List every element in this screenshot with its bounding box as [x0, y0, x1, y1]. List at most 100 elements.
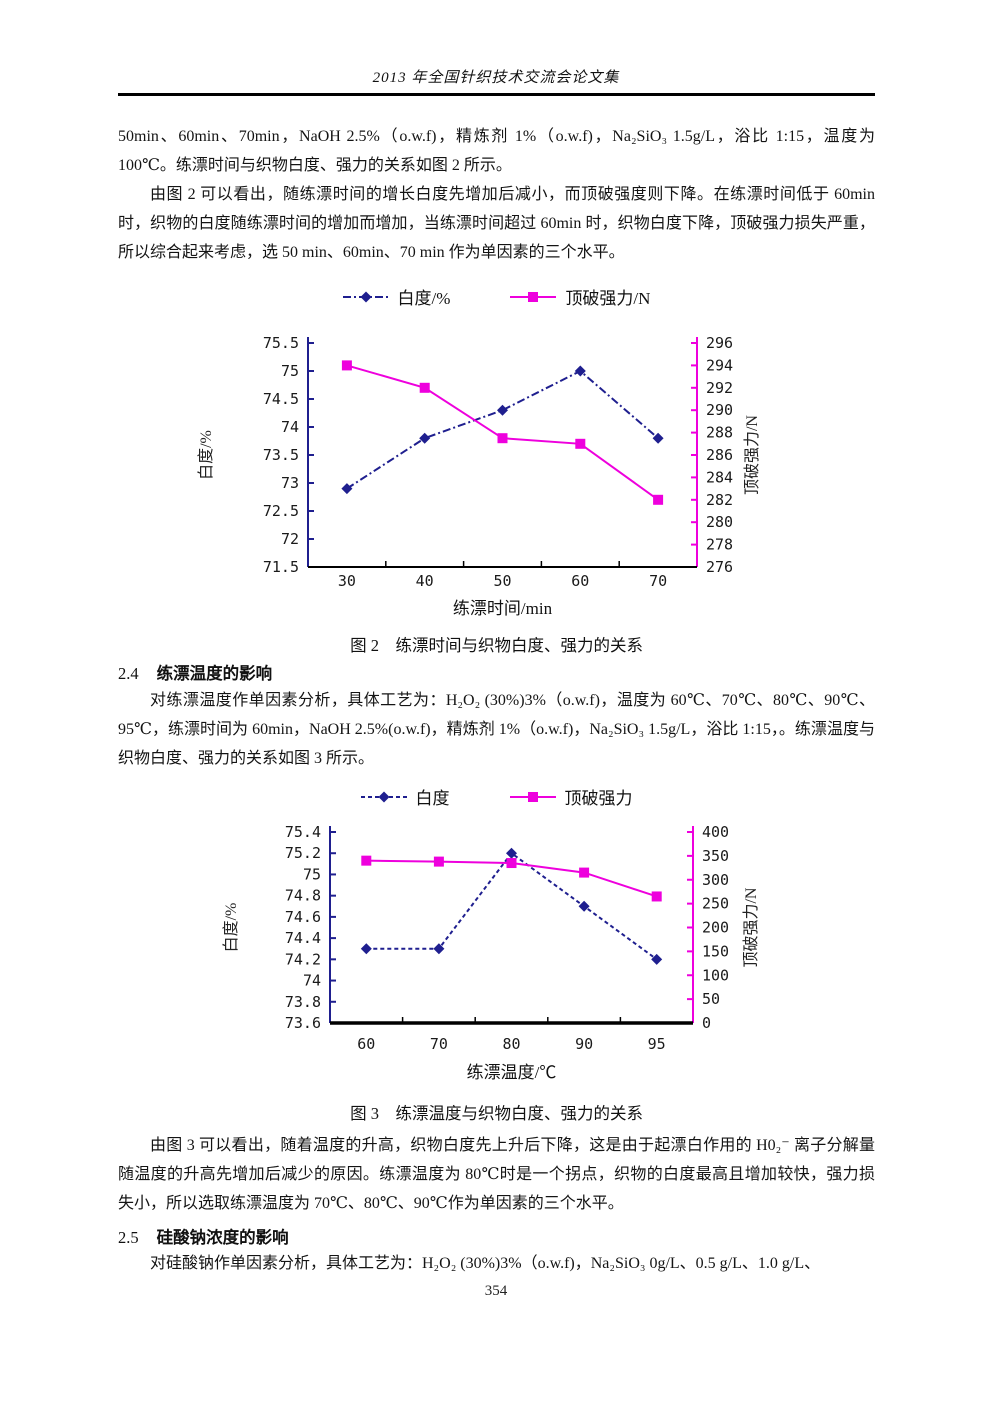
diamond-marker: [651, 953, 663, 965]
section-heading-2-4: 2.4 练漂温度的影响: [118, 660, 875, 684]
legend-item: 白度/%: [342, 284, 450, 309]
diamond-marker: [360, 943, 372, 955]
left-tick-label: 72: [281, 530, 299, 548]
legend-swatch: [342, 291, 389, 302]
series-line: [346, 369, 659, 490]
left-tick-label: 74.2: [285, 950, 321, 968]
left-tick-label: 74.8: [285, 887, 321, 905]
page-number: 354: [484, 1283, 508, 1299]
right-tick-label: 296: [706, 334, 733, 352]
x-tick-label: 40: [416, 572, 434, 590]
figure2-caption: 图 2 练漂时间与织物白度、强力的关系: [350, 636, 643, 655]
figure2-line-chart: 71.5 72 72.5 73 73.5 74 74.5 75 75.5 276 278 280 282…: [197, 334, 761, 618]
right-tick-label: 0: [702, 1014, 711, 1032]
square-marker: [528, 291, 539, 302]
legend-swatch: [510, 291, 557, 302]
diamond-marker: [497, 404, 508, 416]
left-tick-label: 75: [281, 362, 299, 380]
square-marker: [497, 433, 508, 444]
paragraph-temperature-process: 对练漂温度作单因素分析，具体工艺为：H₂O₂ (30%)3%（o.w.f)，温度…: [118, 692, 875, 767]
right-tick-label: 280: [706, 513, 733, 531]
legend-label: 顶破强力/N: [565, 289, 651, 308]
square-marker: [506, 858, 517, 869]
left-tick-label: 74.4: [285, 929, 321, 947]
left-tick-label: 74: [281, 418, 299, 436]
paragraph-fig2-discussion: 由图 2 可以看出，随练漂时间的增长白度先增加后减小，而顶破强度则下降。在练漂时…: [118, 186, 875, 261]
legend-item: 顶破强力/N: [510, 284, 650, 309]
right-tick-label: 292: [706, 379, 733, 397]
page-header: 2013 年全国针织技术交流会论文集: [372, 70, 620, 86]
figure3-legend: 白度 顶破强力: [118, 784, 875, 809]
right-tick-label: 286: [706, 446, 733, 464]
figure3-caption: 图 3 练漂温度与织物白度、强力的关系: [350, 1104, 643, 1123]
left-tick-label: 73.8: [285, 993, 321, 1011]
x-tick-label: 70: [649, 572, 667, 590]
diamond-marker: [419, 432, 431, 444]
legend-label: 白度: [415, 789, 450, 808]
section-heading-2-5: 2.5 硅酸钠浓度的影响: [118, 1224, 875, 1248]
square-marker: [527, 791, 538, 802]
paragraph-bleach-process: 50min、60min、70min，NaOH 2.5%（o.w.f)，精炼剂 1…: [118, 128, 875, 174]
series-line: [346, 364, 659, 501]
left-tick-label: 74: [303, 972, 321, 990]
right-axis-title: 顶破强力/N: [742, 887, 760, 967]
left-tick-label: 75.2: [285, 844, 321, 862]
legend-item: 顶破强力: [509, 784, 633, 809]
left-tick-label: 75.5: [263, 334, 299, 352]
left-axis-title: 白度/%: [197, 430, 215, 480]
right-tick-label: 288: [706, 424, 733, 442]
right-tick-label: 350: [702, 847, 729, 865]
right-tick-label: 294: [706, 356, 733, 374]
x-tick-label: 30: [338, 572, 356, 590]
square-marker: [433, 856, 444, 867]
diamond-marker: [341, 483, 353, 495]
right-tick-label: 250: [702, 895, 729, 913]
left-tick-label: 75: [303, 865, 321, 883]
square-marker: [361, 855, 372, 866]
diamond-marker: [506, 847, 517, 859]
square-marker: [419, 382, 430, 393]
section-title: 练漂温度的影响: [156, 665, 273, 683]
figure2-legend: 白度/% 顶破强力/N: [118, 284, 875, 309]
legend-swatch: [360, 791, 407, 802]
diamond-marker: [360, 291, 372, 302]
x-tick-label: 90: [575, 1035, 593, 1053]
section-number: 2.5: [118, 1228, 139, 1247]
square-marker: [653, 494, 664, 505]
right-tick-label: 300: [702, 871, 729, 889]
right-tick-label: 290: [706, 401, 733, 419]
x-tick-label: 60: [357, 1035, 375, 1053]
right-tick-label: 50: [702, 990, 720, 1008]
x-tick-label: 80: [502, 1035, 520, 1053]
left-tick-label: 74.6: [285, 908, 321, 926]
x-axis-title: 练漂时间/min: [453, 599, 553, 618]
header-rule: [118, 93, 875, 96]
right-tick-label: 400: [702, 823, 729, 841]
diamond-marker: [378, 791, 389, 802]
right-tick-label: 200: [702, 919, 729, 937]
diamond-marker: [574, 365, 586, 377]
left-axis-title: 白度/%: [222, 903, 240, 953]
right-tick-label: 278: [706, 536, 733, 554]
series-line: [366, 851, 658, 961]
left-tick-label: 73.6: [285, 1014, 321, 1032]
left-tick-label: 73: [281, 474, 299, 492]
diamond-marker: [652, 432, 664, 444]
right-tick-label: 150: [702, 942, 729, 960]
left-tick-label: 75.4: [285, 823, 321, 841]
square-marker: [651, 891, 662, 902]
square-marker: [341, 360, 352, 371]
right-tick-label: 284: [706, 468, 733, 486]
left-tick-label: 72.5: [263, 502, 299, 520]
legend-swatch: [509, 791, 556, 802]
x-tick-label: 70: [430, 1035, 448, 1053]
left-tick-label: 71.5: [263, 558, 299, 576]
right-axis-title: 顶破强力/N: [743, 415, 761, 495]
right-tick-label: 276: [706, 558, 733, 576]
x-axis-title: 练漂温度/℃: [467, 1063, 557, 1082]
figure3-line-chart: 73.6 73.8 74 74.2 74.4 74.6 74.8 75 75.2 75.4 0 50 1…: [222, 823, 760, 1082]
right-tick-label: 282: [706, 491, 733, 509]
section-number: 2.4: [118, 664, 139, 683]
paragraph-silicate-process: 对硅酸钠作单因素分析，具体工艺为：H₂O₂ (30%)3%（o.w.f)，Na₂…: [150, 1255, 821, 1272]
